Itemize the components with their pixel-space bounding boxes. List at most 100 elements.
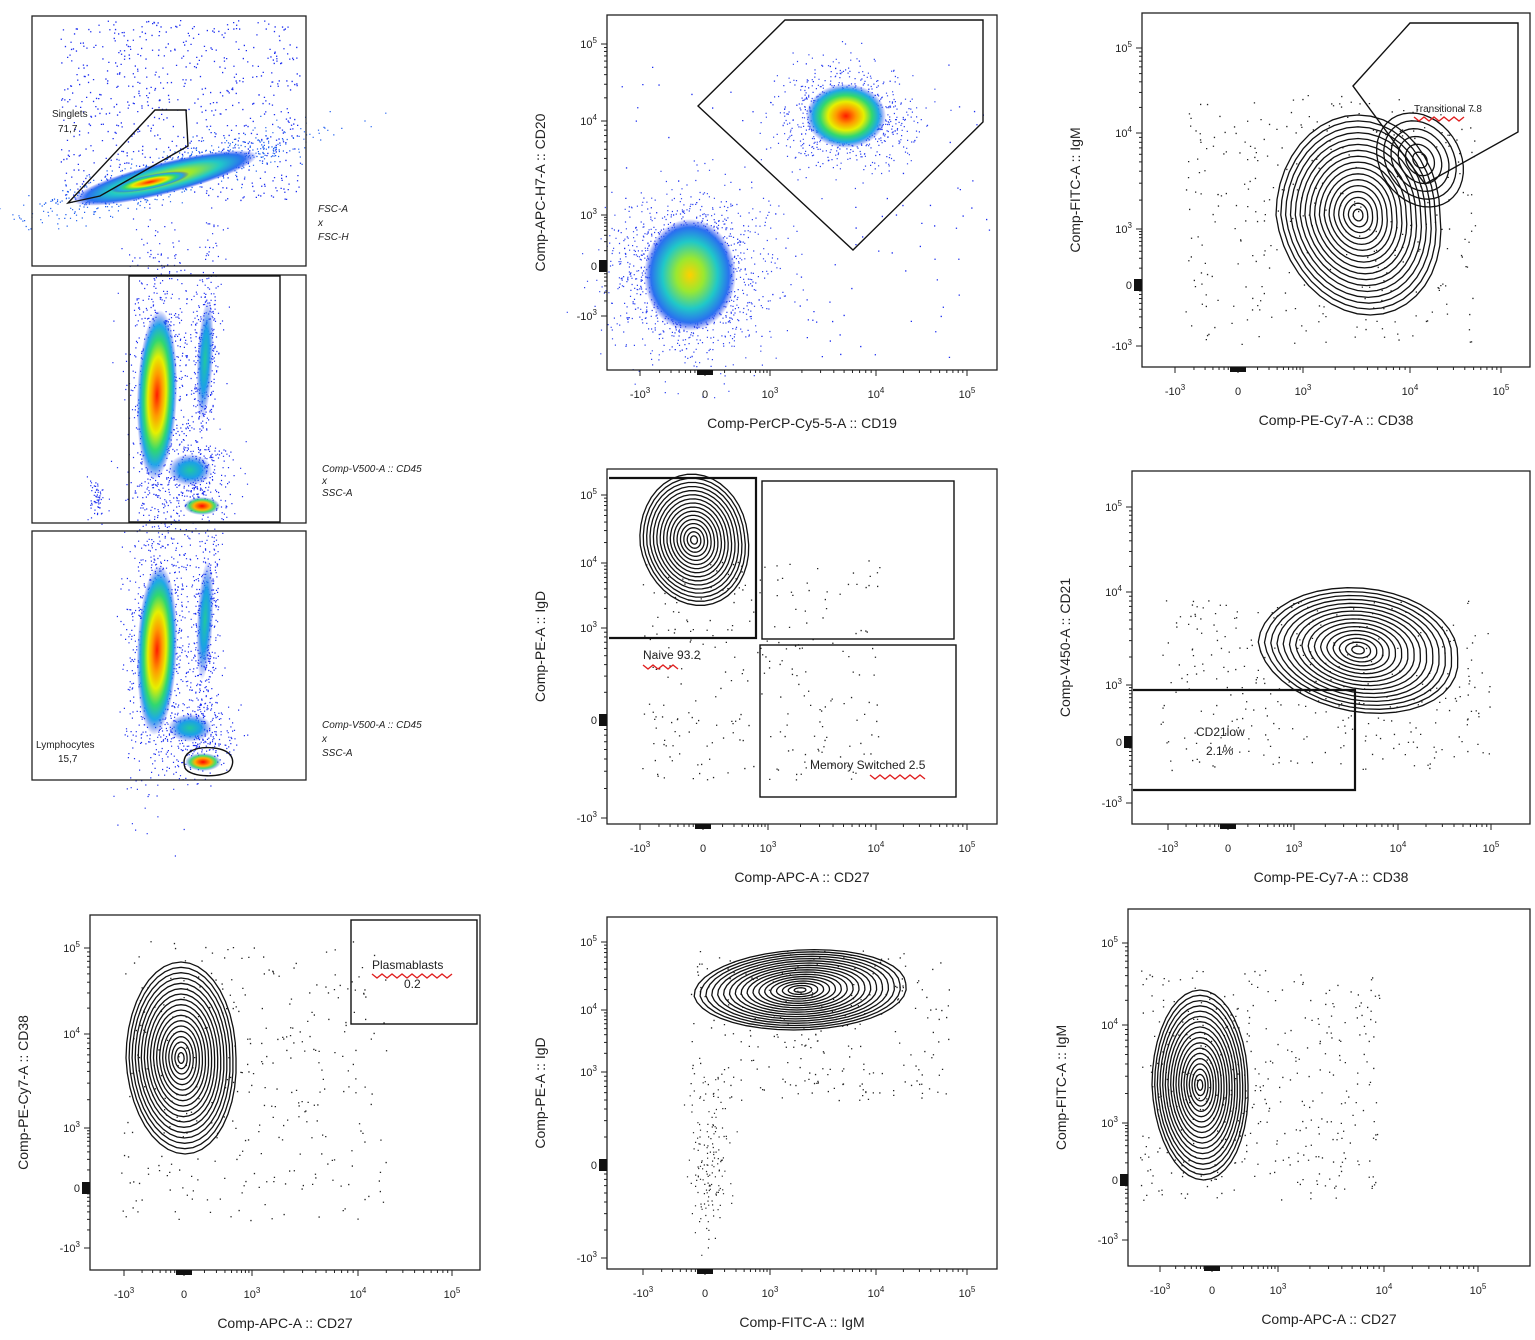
contour-line <box>134 977 228 1139</box>
contour-line <box>705 953 895 1027</box>
x-tick-label: 103 <box>760 840 777 855</box>
axes-panel-B2: -103 0 103 104 105 105 104 103 0 -103 Comp-APC-A :… <box>532 468 998 885</box>
cd19-pos-density <box>806 84 886 148</box>
contour-line <box>125 961 237 1155</box>
x-tick-label: 105 <box>1493 383 1510 398</box>
contour-line <box>1333 184 1384 246</box>
igm-contours <box>693 948 907 1031</box>
contour-line <box>128 966 234 1150</box>
contour-line <box>686 531 702 549</box>
y-tick-label: -103 <box>577 810 598 825</box>
transitional-gate-label: Transitional 7.8 <box>1414 104 1482 115</box>
x-tick-label: 105 <box>959 1285 976 1300</box>
y-tick-label: 103 <box>1115 221 1132 236</box>
x-tick-label: 103 <box>244 1286 261 1301</box>
contour-line <box>1295 610 1421 691</box>
igm-cd27-contours <box>1151 989 1249 1181</box>
axes-panel-A4: -103 0 103 104 105 105 104 103 0 -103 Comp-APC-A :… <box>15 914 481 1331</box>
y-tick-label: -103 <box>577 1250 598 1265</box>
contour-line <box>1328 179 1388 251</box>
contour-line <box>1304 149 1413 281</box>
y-tick-label: 0 <box>591 1160 597 1172</box>
spellcheck-underline <box>869 774 926 780</box>
debris-cloud <box>86 476 110 525</box>
y-tick-label: 103 <box>580 207 597 222</box>
y-tick-label: 0 <box>1116 737 1122 749</box>
population-density <box>168 454 212 486</box>
y-tick-label: 105 <box>580 934 597 949</box>
x-tick-label: 104 <box>868 840 885 855</box>
event-dots <box>759 41 952 200</box>
y-axis-title: Comp-PE-Cy7-A :: CD38 <box>15 1015 31 1170</box>
contour-line <box>1186 1057 1214 1113</box>
axis-zero-mark <box>82 1182 90 1194</box>
x-tick-label: 105 <box>959 840 976 855</box>
x-tick-label: 105 <box>1483 840 1500 855</box>
contour-line <box>769 978 831 1002</box>
panel-transitional-data: Transitional 7.8 <box>1275 22 1519 316</box>
contour-line <box>1319 625 1397 675</box>
leukocyte-gate <box>128 275 281 523</box>
transitional-sparse <box>1185 95 1477 345</box>
contour-line <box>1167 1021 1233 1149</box>
contour-line <box>1276 598 1440 703</box>
plot-frame <box>89 914 481 1271</box>
contour-line <box>740 966 860 1013</box>
contour-line <box>793 987 807 993</box>
y-axis-title: Comp-PE-A :: IgD <box>532 1037 548 1148</box>
contour-line <box>673 514 716 566</box>
contour-line <box>679 522 709 557</box>
y-tick-label: 0 <box>591 715 597 727</box>
contour-line <box>1154 994 1246 1176</box>
y-tick-label: 103 <box>580 620 597 635</box>
contour-line <box>1175 1036 1225 1134</box>
axis-zero-mark <box>1120 1174 1128 1186</box>
population-density <box>136 565 178 735</box>
x-tick-label: 104 <box>868 386 885 401</box>
axes-panel-C2: -103 0 103 104 105 105 104 103 0 -103 Comp-PE-Cy7-… <box>1057 470 1531 885</box>
x-axis-title: Comp-PE-Cy7-A :: CD38 <box>1259 412 1414 428</box>
population-density <box>184 497 220 515</box>
x-tick-label: -103 <box>114 1286 135 1301</box>
switched-memory-gate-label: Memory Switched 2.5 <box>810 758 926 772</box>
y-tick-label: -103 <box>1112 338 1133 353</box>
contour-line <box>1194 1073 1206 1097</box>
x-tick-label: 104 <box>1390 840 1407 855</box>
y-axis-title: Comp-FITC-A :: IgM <box>1067 127 1083 252</box>
contour-line <box>642 477 746 602</box>
contour-line <box>1263 590 1453 710</box>
x-tick-label: 0 <box>181 1289 187 1301</box>
x-tick-label: 104 <box>350 1286 367 1301</box>
y-tick-label: 104 <box>580 1002 597 1017</box>
contour-line <box>659 498 729 582</box>
x-tick-label: 0 <box>1225 843 1231 855</box>
x-axis-title: Comp-APC-A :: CD27 <box>734 869 870 885</box>
naive-gate-label: Naive 93.2 <box>643 648 701 662</box>
y-tick-label: 105 <box>1101 935 1118 950</box>
y-axis-title: Comp-PE-A :: IgD <box>532 591 548 702</box>
contour-line <box>1397 135 1443 185</box>
contour-line <box>1159 1005 1241 1165</box>
contour-line <box>1178 1042 1222 1128</box>
y-tick-label: 104 <box>63 1026 80 1041</box>
axis-zero-mark <box>599 260 607 272</box>
y-tick-label: 0 <box>591 261 597 273</box>
y-axis-title: Comp-FITC-A :: IgM <box>1053 1025 1069 1150</box>
panel-plasmablast-data: Plasmablasts 0.2 <box>125 919 478 1155</box>
contour-line <box>1156 999 1244 1171</box>
y-tick-label: 104 <box>580 113 597 128</box>
naive-gate <box>609 476 758 640</box>
contour-line <box>1151 989 1249 1181</box>
contour-line <box>1344 641 1372 659</box>
contour-line <box>775 980 825 1000</box>
side-axis-label: Comp-V500-A :: CD45 <box>322 464 422 475</box>
contour-line <box>646 481 743 598</box>
contour-line <box>717 957 884 1022</box>
x-tick-label: 105 <box>444 1286 461 1301</box>
contour-line <box>174 1046 188 1070</box>
side-axis-label: FSC-A <box>318 204 348 215</box>
plasmablast-gate <box>350 919 478 1025</box>
spellcheck-underline <box>642 664 679 670</box>
y-tick-label: 103 <box>1105 677 1122 692</box>
contour-line <box>1282 602 1434 699</box>
